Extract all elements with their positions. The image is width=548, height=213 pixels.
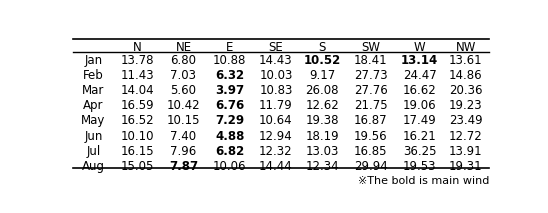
Text: Mar: Mar bbox=[82, 84, 105, 97]
Text: 7.87: 7.87 bbox=[169, 160, 198, 173]
Text: 19.38: 19.38 bbox=[305, 115, 339, 128]
Text: ※The bold is main wind: ※The bold is main wind bbox=[358, 176, 489, 186]
Text: W: W bbox=[414, 40, 425, 53]
Text: 26.08: 26.08 bbox=[305, 84, 339, 97]
Text: Jun: Jun bbox=[84, 130, 102, 143]
Text: 23.49: 23.49 bbox=[449, 115, 483, 128]
Text: 9.17: 9.17 bbox=[309, 69, 335, 82]
Text: Feb: Feb bbox=[83, 69, 104, 82]
Text: 18.19: 18.19 bbox=[305, 130, 339, 143]
Text: 10.03: 10.03 bbox=[259, 69, 293, 82]
Text: 19.56: 19.56 bbox=[354, 130, 388, 143]
Text: 10.06: 10.06 bbox=[213, 160, 247, 173]
Text: 16.15: 16.15 bbox=[121, 145, 154, 158]
Text: 14.44: 14.44 bbox=[259, 160, 293, 173]
Text: 10.10: 10.10 bbox=[121, 130, 154, 143]
Text: 7.96: 7.96 bbox=[170, 145, 197, 158]
Text: Aug: Aug bbox=[82, 160, 105, 173]
Text: 10.15: 10.15 bbox=[167, 115, 200, 128]
Text: 16.52: 16.52 bbox=[121, 115, 154, 128]
Text: Jan: Jan bbox=[84, 53, 102, 66]
Text: 3.97: 3.97 bbox=[215, 84, 244, 97]
Text: SW: SW bbox=[362, 40, 380, 53]
Text: 13.78: 13.78 bbox=[121, 53, 154, 66]
Text: 14.43: 14.43 bbox=[259, 53, 293, 66]
Text: 27.73: 27.73 bbox=[354, 69, 388, 82]
Text: 7.29: 7.29 bbox=[215, 115, 244, 128]
Text: S: S bbox=[318, 40, 326, 53]
Text: 14.04: 14.04 bbox=[121, 84, 154, 97]
Text: NW: NW bbox=[455, 40, 476, 53]
Text: 17.49: 17.49 bbox=[403, 115, 436, 128]
Text: May: May bbox=[81, 115, 106, 128]
Text: 12.72: 12.72 bbox=[449, 130, 483, 143]
Text: 6.80: 6.80 bbox=[170, 53, 197, 66]
Text: 15.05: 15.05 bbox=[121, 160, 154, 173]
Text: 21.75: 21.75 bbox=[354, 99, 388, 112]
Text: 18.41: 18.41 bbox=[354, 53, 388, 66]
Text: 14.86: 14.86 bbox=[449, 69, 483, 82]
Text: 13.03: 13.03 bbox=[306, 145, 339, 158]
Text: 16.21: 16.21 bbox=[403, 130, 436, 143]
Text: 6.32: 6.32 bbox=[215, 69, 244, 82]
Text: 20.36: 20.36 bbox=[449, 84, 483, 97]
Text: Apr: Apr bbox=[83, 99, 104, 112]
Text: 24.47: 24.47 bbox=[403, 69, 436, 82]
Text: 13.14: 13.14 bbox=[401, 53, 438, 66]
Text: 16.62: 16.62 bbox=[403, 84, 436, 97]
Text: 11.79: 11.79 bbox=[259, 99, 293, 112]
Text: 7.03: 7.03 bbox=[170, 69, 197, 82]
Text: 5.60: 5.60 bbox=[170, 84, 197, 97]
Text: 4.88: 4.88 bbox=[215, 130, 244, 143]
Text: 13.91: 13.91 bbox=[449, 145, 483, 158]
Text: 10.64: 10.64 bbox=[259, 115, 293, 128]
Text: Jul: Jul bbox=[87, 145, 101, 158]
Text: 10.88: 10.88 bbox=[213, 53, 247, 66]
Text: 12.62: 12.62 bbox=[305, 99, 339, 112]
Text: 10.52: 10.52 bbox=[304, 53, 341, 66]
Text: 19.31: 19.31 bbox=[449, 160, 483, 173]
Text: NE: NE bbox=[175, 40, 192, 53]
Text: 6.76: 6.76 bbox=[215, 99, 244, 112]
Text: 19.06: 19.06 bbox=[403, 99, 436, 112]
Text: 7.40: 7.40 bbox=[170, 130, 197, 143]
Text: 12.32: 12.32 bbox=[259, 145, 293, 158]
Text: 12.94: 12.94 bbox=[259, 130, 293, 143]
Text: 16.59: 16.59 bbox=[121, 99, 154, 112]
Text: 10.83: 10.83 bbox=[259, 84, 293, 97]
Text: 11.43: 11.43 bbox=[121, 69, 154, 82]
Text: 10.42: 10.42 bbox=[167, 99, 201, 112]
Text: 16.85: 16.85 bbox=[354, 145, 387, 158]
Text: 36.25: 36.25 bbox=[403, 145, 436, 158]
Text: 13.61: 13.61 bbox=[449, 53, 483, 66]
Text: 12.34: 12.34 bbox=[305, 160, 339, 173]
Text: 19.53: 19.53 bbox=[403, 160, 436, 173]
Text: SE: SE bbox=[269, 40, 283, 53]
Text: 29.94: 29.94 bbox=[354, 160, 388, 173]
Text: 19.23: 19.23 bbox=[449, 99, 483, 112]
Text: 6.82: 6.82 bbox=[215, 145, 244, 158]
Text: N: N bbox=[133, 40, 141, 53]
Text: 27.76: 27.76 bbox=[354, 84, 388, 97]
Text: 16.87: 16.87 bbox=[354, 115, 388, 128]
Text: E: E bbox=[226, 40, 233, 53]
